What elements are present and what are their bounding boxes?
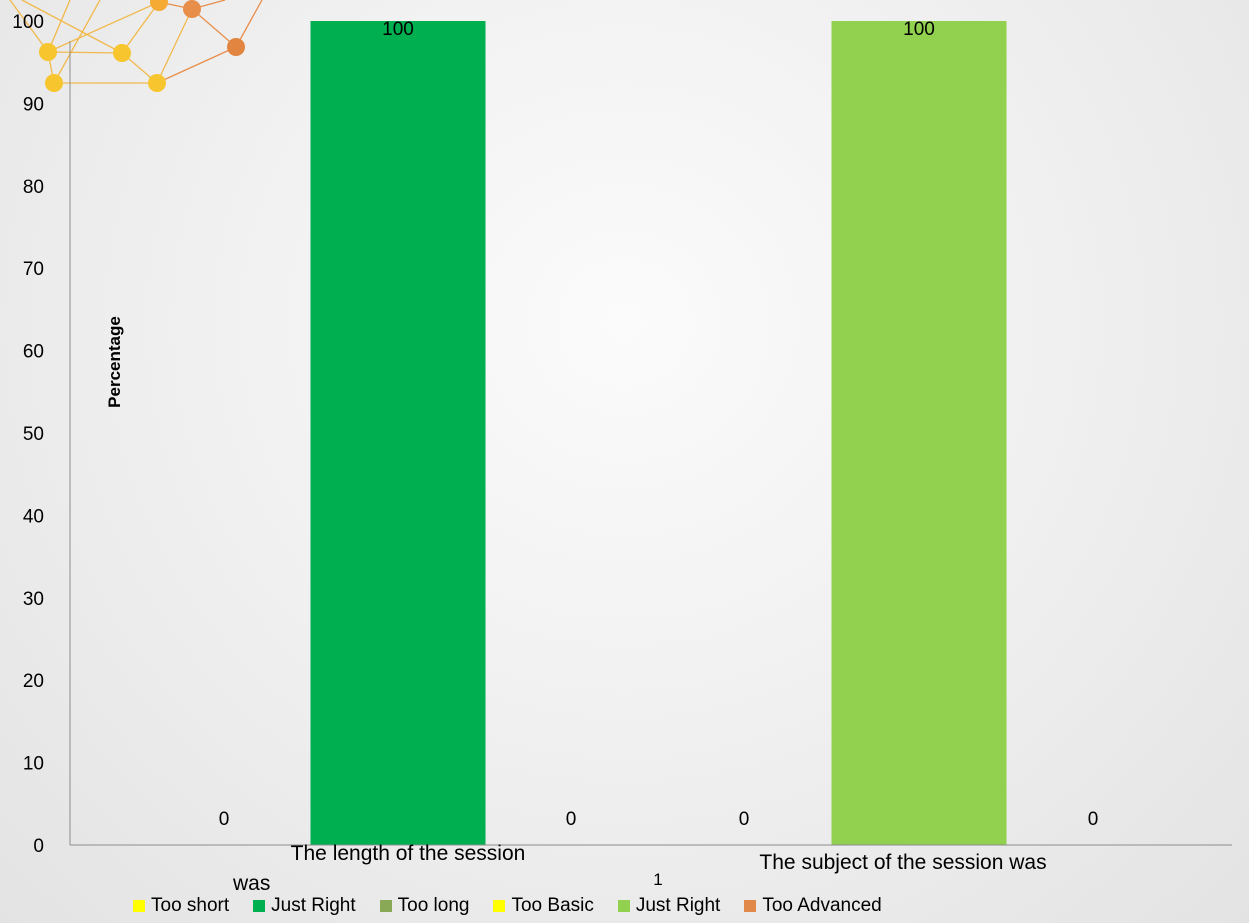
legend-item: Too Advanced bbox=[744, 895, 882, 917]
legend-swatch bbox=[133, 900, 145, 912]
data-label: 100 bbox=[903, 19, 935, 40]
legend-label: Too Advanced bbox=[762, 895, 882, 916]
legend-label: Just Right bbox=[635, 895, 721, 916]
legend-item: Too Basic bbox=[493, 895, 594, 917]
y-tick-label: 80 bbox=[23, 177, 44, 198]
legend-item: Too short bbox=[133, 895, 229, 917]
y-tick-label: 30 bbox=[23, 589, 44, 610]
legend-swatch bbox=[379, 900, 392, 912]
data-labels: 0 100 0 0 100 0 bbox=[219, 19, 1099, 830]
legend-item: Just Right bbox=[617, 895, 721, 917]
y-tick-label: 40 bbox=[23, 506, 44, 527]
legend-swatch bbox=[744, 900, 757, 912]
x-category-label: was bbox=[232, 872, 270, 895]
legend-label: Too long bbox=[397, 895, 470, 916]
bar bbox=[310, 21, 486, 845]
legend-label: Too Basic bbox=[511, 895, 594, 916]
legend-label: Just Right bbox=[271, 895, 356, 916]
data-label: 0 bbox=[1088, 809, 1099, 830]
y-tick-label: 70 bbox=[23, 259, 44, 280]
legend: Too short Just Right Too long Too Basic Just… bbox=[133, 893, 906, 919]
x-tick-label: 1 bbox=[653, 870, 662, 889]
x-axis: The length of the session was The subject … bbox=[70, 842, 1232, 895]
legend-swatch bbox=[253, 900, 266, 912]
y-tick-label: 20 bbox=[23, 671, 44, 692]
data-label: 0 bbox=[566, 809, 577, 830]
x-category-label: The subject of the session was bbox=[759, 851, 1046, 874]
legend-swatch bbox=[617, 900, 630, 912]
y-axis: 0 10 20 30 40 50 60 70 80 90 100 Percentage bbox=[12, 12, 124, 857]
network-decoration bbox=[9, 0, 263, 92]
y-tick-label: 90 bbox=[23, 94, 44, 115]
legend-item: Too long bbox=[379, 895, 470, 917]
legend-item: Just Right bbox=[253, 895, 356, 917]
y-axis-title: Percentage bbox=[105, 316, 124, 408]
data-label: 0 bbox=[219, 809, 230, 830]
x-category-label: The length of the session bbox=[291, 842, 526, 865]
legend-label: Too short bbox=[151, 895, 230, 916]
y-tick-label: 100 bbox=[12, 12, 44, 33]
y-tick-label: 60 bbox=[23, 342, 44, 363]
data-label: 0 bbox=[739, 809, 750, 830]
bar bbox=[831, 21, 1007, 845]
y-tick-label: 50 bbox=[23, 424, 44, 445]
bars bbox=[310, 21, 1007, 845]
data-label: 100 bbox=[382, 19, 414, 40]
y-tick-label: 0 bbox=[33, 836, 44, 857]
y-tick-label: 10 bbox=[23, 754, 44, 775]
legend-swatch bbox=[493, 900, 506, 912]
